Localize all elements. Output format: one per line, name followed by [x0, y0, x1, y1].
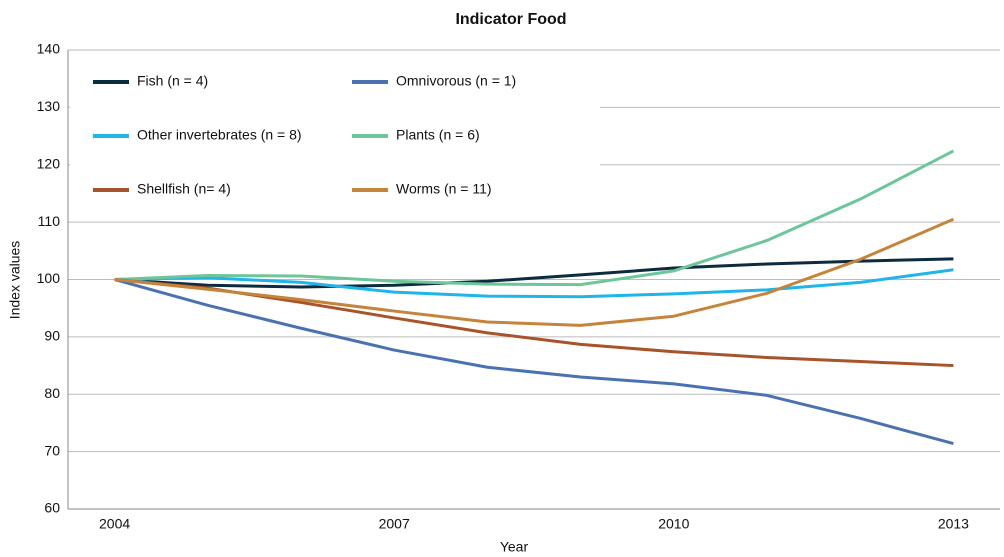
x-tick-label: 2004 [99, 516, 130, 532]
y-tick-label: 60 [44, 500, 60, 516]
x-axis-title: Year [500, 539, 529, 555]
y-tick-label: 90 [44, 328, 60, 344]
series-line [114, 257, 954, 289]
y-tick-label: 70 [44, 442, 60, 458]
legend-label: Shellfish (n= 4) [137, 181, 231, 197]
legend-label: Plants (n = 6) [396, 127, 480, 143]
legend-label: Fish (n = 4) [137, 73, 208, 89]
series-line [114, 217, 954, 327]
x-tick-label: 2007 [379, 516, 410, 532]
y-tick-label: 110 [38, 213, 61, 229]
y-tick-label: 100 [37, 270, 61, 286]
y-tick-label: 130 [37, 98, 61, 114]
y-tick-label: 80 [44, 385, 60, 401]
y-tick-label: 120 [37, 155, 61, 171]
legend-label: Omnivorous (n = 1) [396, 73, 516, 89]
series-line [114, 149, 955, 287]
series-line [114, 268, 954, 299]
legend-box [70, 60, 600, 212]
legend-label: Worms (n = 11) [396, 181, 492, 197]
y-axis-title: Index values [7, 241, 23, 320]
x-tick-label: 2013 [938, 516, 969, 532]
series-line [114, 278, 954, 446]
legend-label: Other invertebrates (n = 8) [137, 127, 302, 143]
chart-title: Indicator Food [455, 11, 566, 28]
x-tick-label: 2010 [658, 516, 689, 532]
y-tick-label: 140 [37, 41, 61, 57]
